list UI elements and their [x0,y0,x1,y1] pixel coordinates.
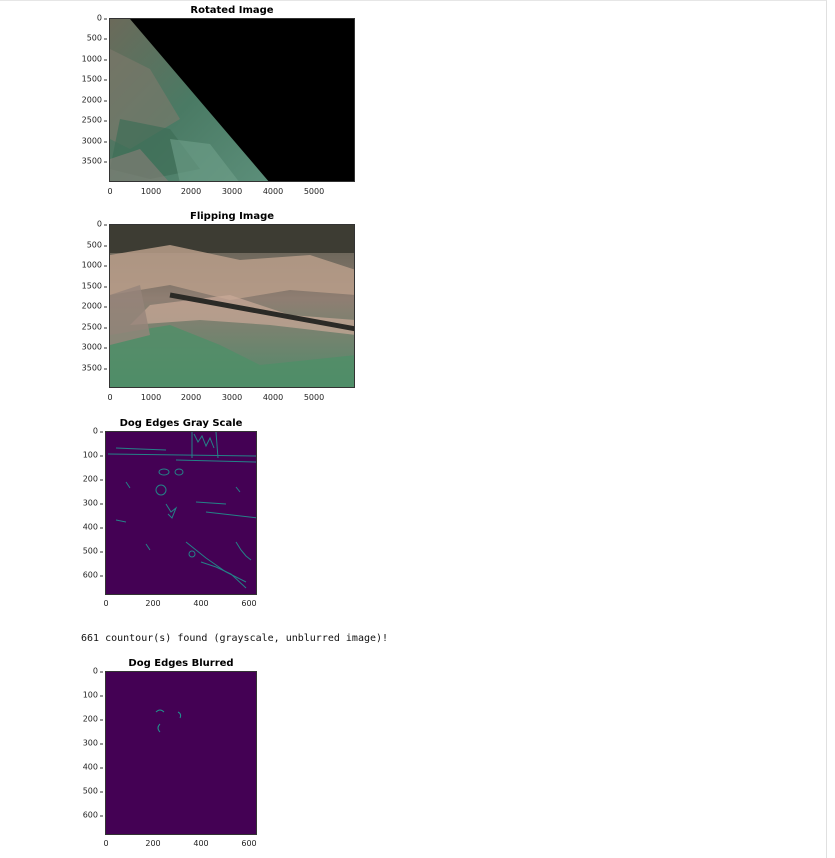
x-tick-label: 5000 [303,393,325,402]
x-tick-label: 1000 [140,393,162,402]
y-tick-label: 3500 [74,157,107,166]
dog-edges-blurred-axes [105,671,257,835]
x-tick-label: 5000 [303,187,325,196]
rotated-image-axes [109,18,355,182]
flipping-image-canvas [110,225,354,387]
y-tick-label: 2500 [74,116,107,125]
x-tick-label: 600 [241,599,257,608]
plot-title: Dog Edges Blurred [128,658,234,669]
y-tick-label: 0 [70,427,103,436]
y-tick-label: 500 [74,34,107,43]
y-tick-label: 200 [70,475,103,484]
y-tick-label: 100 [70,451,103,460]
x-tick-label: 0 [107,393,113,402]
y-tick-label: 3000 [74,343,107,352]
y-tick-label: 3000 [74,137,107,146]
x-tick-label: 600 [241,839,257,848]
y-tick-label: 2000 [74,96,107,105]
y-tick-label: 200 [70,715,103,724]
x-tick-label: 1000 [140,187,162,196]
plot-title: Rotated Image [190,5,274,16]
y-tick-label: 500 [70,787,103,796]
y-tick-label: 300 [70,739,103,748]
y-tick-label: 100 [70,691,103,700]
y-tick-label: 3500 [74,364,107,373]
x-tick-label: 3000 [221,393,243,402]
y-tick-label: 2500 [74,323,107,332]
flipping-image-axes [109,224,355,388]
y-tick-label: 400 [70,523,103,532]
stdout-line: 661 countour(s) found (grayscale, unblur… [81,633,389,644]
plot-title: Flipping Image [189,211,275,222]
x-tick-label: 0 [103,599,109,608]
y-tick-label: 1500 [74,75,107,84]
y-tick-label: 500 [74,241,107,250]
dog-edges-gray-canvas [107,432,256,589]
y-tick-label: 600 [70,571,103,580]
y-tick-label: 400 [70,763,103,772]
dog-edges-gray-axes [105,431,257,595]
x-tick-label: 200 [145,599,161,608]
y-tick-label: 500 [70,547,103,556]
y-tick-label: 0 [70,667,103,676]
dog-edges-blurred-canvas [155,709,182,733]
x-tick-label: 4000 [262,187,284,196]
y-tick-label: 1500 [74,282,107,291]
x-tick-label: 2000 [180,187,202,196]
y-tick-label: 1000 [74,55,107,64]
y-tick-label: 0 [74,220,107,229]
y-tick-label: 1000 [74,261,107,270]
y-tick-label: 0 [74,14,107,23]
x-tick-label: 0 [107,187,113,196]
x-tick-label: 3000 [221,187,243,196]
x-tick-label: 4000 [262,393,284,402]
y-tick-label: 300 [70,499,103,508]
x-tick-label: 0 [103,839,109,848]
x-tick-label: 400 [193,599,209,608]
rotated-image-canvas [110,19,354,181]
y-tick-label: 600 [70,811,103,820]
x-tick-label: 200 [145,839,161,848]
x-tick-label: 2000 [180,393,202,402]
x-tick-label: 400 [193,839,209,848]
y-tick-label: 2000 [74,302,107,311]
plot-title: Dog Edges Gray Scale [119,418,243,429]
